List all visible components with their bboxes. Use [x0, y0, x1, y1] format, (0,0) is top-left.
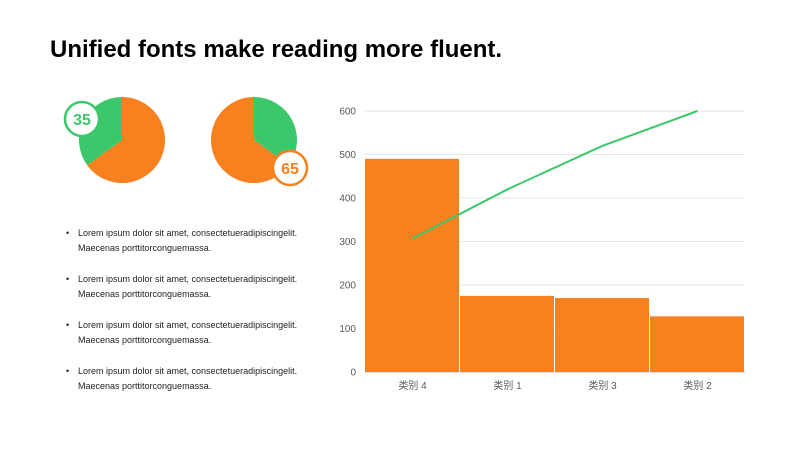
bullet-text-line1: Lorem ipsum dolor sit amet, consectetuer…: [78, 274, 298, 284]
y-tick-label: 300: [339, 237, 356, 248]
x-tick-label: 类别 2: [683, 379, 712, 392]
bullet-text-line2: Maecenas porttitorconguemassa.: [78, 381, 212, 391]
bullet-text-line2: Maecenas porttitorconguemassa.: [78, 243, 212, 253]
cumulative-line: [412, 110, 698, 240]
bullet-text-line1: Lorem ipsum dolor sit amet, consectetuer…: [78, 366, 298, 376]
y-tick-label: 100: [339, 324, 356, 335]
bar: [555, 298, 649, 372]
pie-slice-rest: [254, 97, 297, 166]
pie-slice-highlight: [210, 97, 289, 184]
value-badge-label: 65: [281, 161, 299, 178]
bullet-text-line1: Lorem ipsum dolor sit amet, consectetuer…: [78, 320, 298, 330]
pareto-chart: 0 100 200 300 400 500 600 类别 4 类别 1 类别 3 类别 2: [339, 107, 745, 392]
bar: [650, 316, 744, 372]
bullet-text-line2: Maecenas porttitorconguemassa.: [78, 289, 212, 299]
pie-chart-35: 35: [63, 97, 165, 184]
x-tick-label: 类别 4: [398, 379, 427, 392]
y-tick-label: 400: [339, 194, 356, 205]
value-badge-label: 35: [73, 112, 91, 129]
x-tick-label: 类别 1: [493, 379, 522, 392]
bar: [460, 295, 554, 372]
y-tick-label: 600: [339, 107, 356, 118]
x-tick-label: 类别 3: [588, 379, 617, 392]
y-tick-label: 200: [339, 281, 356, 292]
bullet-item: Lorem ipsum dolor sit amet, consectetuer…: [64, 226, 324, 256]
pie-chart-65: 65: [210, 97, 309, 187]
page-title: Unified fonts make reading more fluent.: [50, 36, 503, 63]
pie-slice-rest: [87, 97, 165, 184]
bar: [365, 158, 459, 372]
bullet-text-line1: Lorem ipsum dolor sit amet, consectetuer…: [78, 228, 298, 238]
bullet-item: Lorem ipsum dolor sit amet, consectetuer…: [64, 364, 324, 394]
bullet-text-line2: Maecenas porttitorconguemassa.: [78, 335, 212, 345]
y-tick-label: 500: [339, 150, 356, 161]
bullet-list: Lorem ipsum dolor sit amet, consectetuer…: [64, 226, 324, 410]
value-badge: [63, 100, 101, 138]
y-tick-label: 0: [350, 368, 356, 379]
bullet-item: Lorem ipsum dolor sit amet, consectetuer…: [64, 272, 324, 302]
value-badge: [271, 149, 309, 187]
bullet-item: Lorem ipsum dolor sit amet, consectetuer…: [64, 318, 324, 348]
